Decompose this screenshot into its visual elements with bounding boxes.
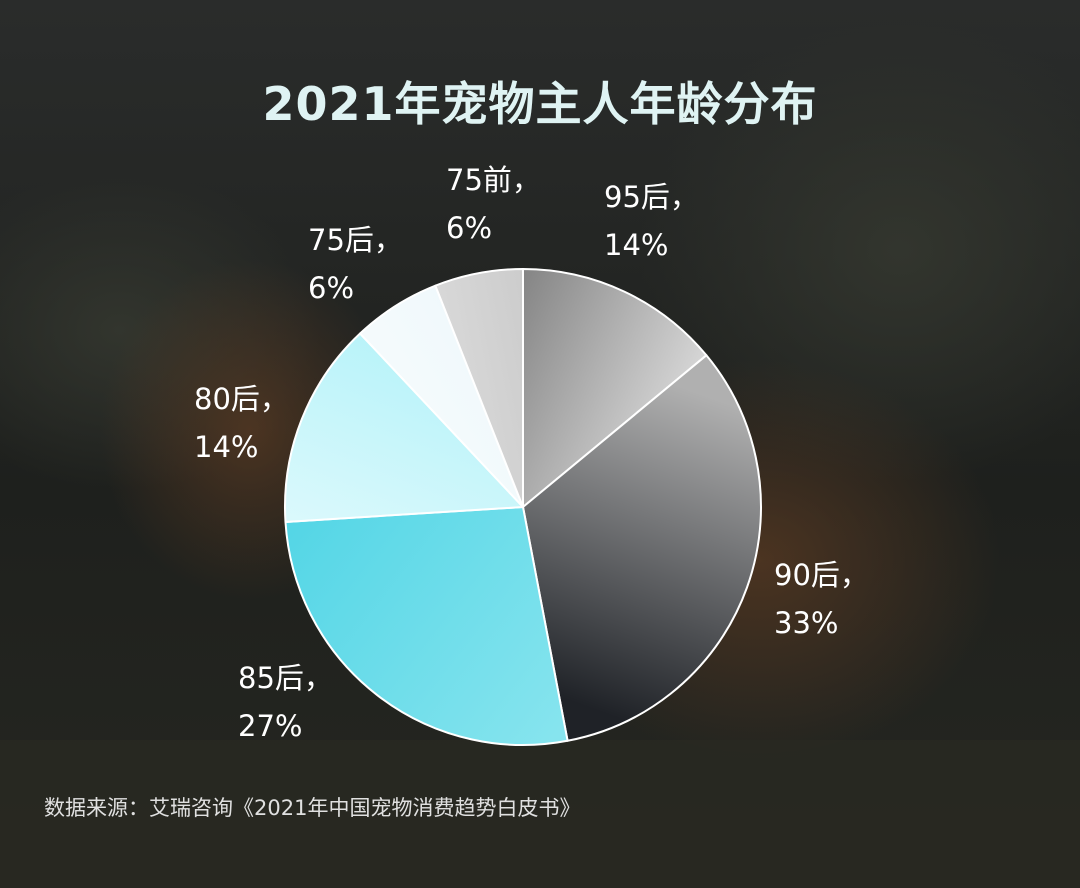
chart-title: 2021年宠物主人年龄分布 — [262, 77, 818, 131]
slice-label-75前: 75前， 6% — [446, 156, 541, 252]
slice-label-percent: 6% — [308, 271, 355, 305]
pie-slice-95后 — [522, 268, 708, 508]
slice-label-85后: 85后， 27% — [238, 654, 333, 750]
slice-label-80后: 80后， 14% — [194, 375, 289, 471]
pie-slice-75前 — [434, 268, 524, 508]
slice-label-95后: 95后， 14% — [604, 173, 699, 269]
slice-label-percent: 6% — [446, 211, 493, 245]
pie-slices — [284, 268, 762, 746]
slice-label-name: 95后， — [604, 180, 699, 214]
slice-label-name: 80后， — [194, 382, 289, 416]
slice-label-percent: 14% — [194, 430, 259, 464]
slice-label-percent: 14% — [604, 228, 669, 262]
pie-slice-85后 — [284, 506, 569, 746]
slice-label-name: 75后， — [308, 223, 403, 257]
slice-label-percent: 33% — [774, 606, 839, 640]
slice-label-75后: 75后， 6% — [308, 216, 403, 312]
slice-label-name: 85后， — [238, 661, 333, 695]
pie-slice-90后 — [522, 354, 762, 742]
slice-label-name: 75前， — [446, 163, 541, 197]
source-note: 数据来源：艾瑞咨询《2021年中国宠物消费趋势白皮书》 — [44, 796, 581, 820]
slice-label-name: 90后， — [774, 558, 869, 592]
slice-label-percent: 27% — [238, 709, 303, 743]
slice-label-90后: 90后， 33% — [774, 551, 869, 647]
pie-slice-80后 — [284, 332, 524, 523]
